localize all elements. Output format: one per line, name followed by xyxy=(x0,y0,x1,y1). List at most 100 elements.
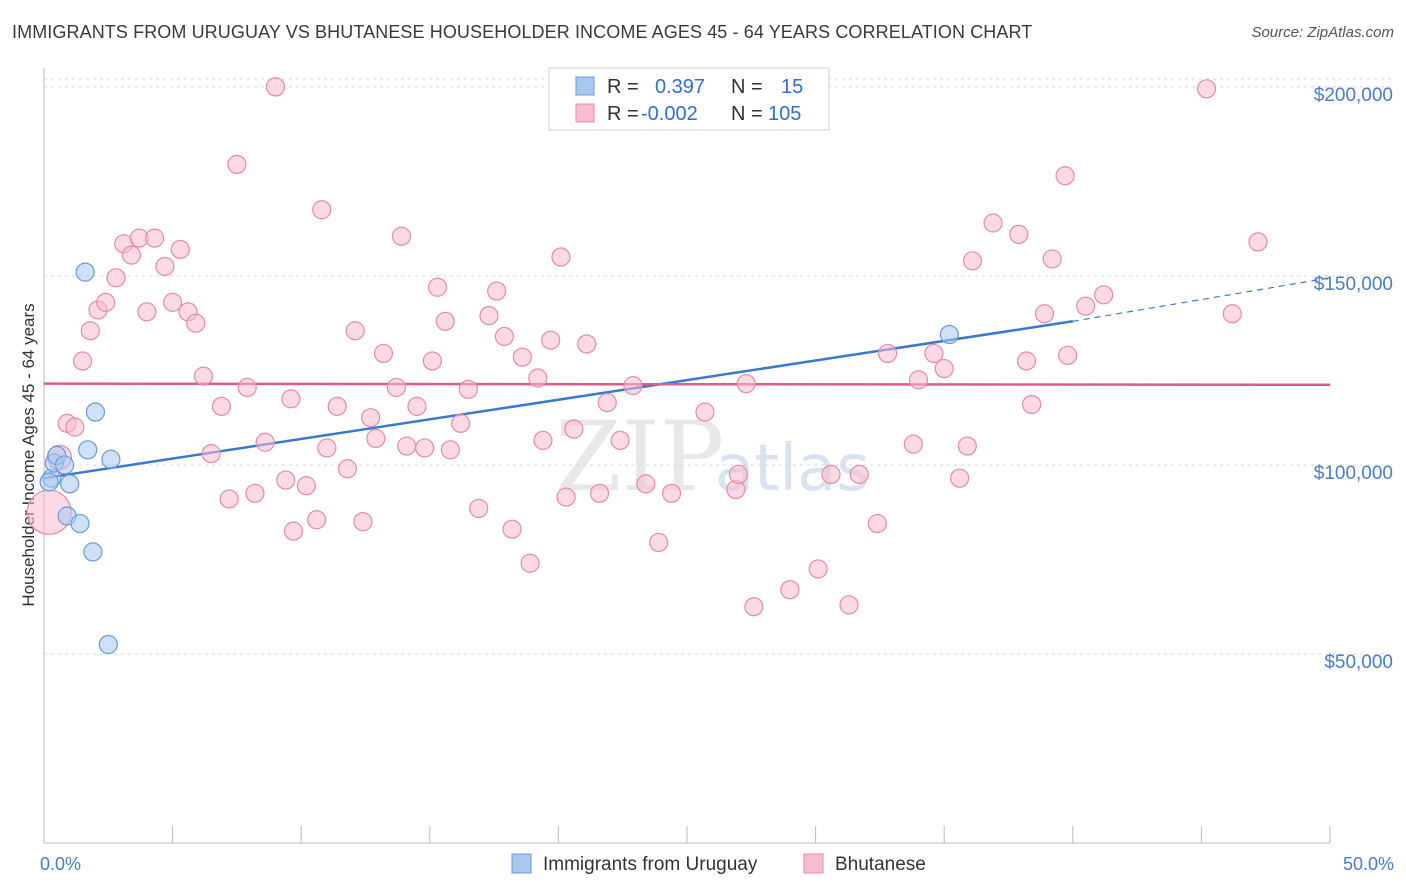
point-series-1-103 xyxy=(1196,79,1217,99)
point-series-1-88 xyxy=(924,343,944,364)
point-series-1-35 xyxy=(327,396,347,416)
point-series-1-34 xyxy=(317,438,337,458)
point-series-1-92 xyxy=(962,251,983,271)
point-series-1-52 xyxy=(458,379,478,399)
y-tick-label-2: $150,000 xyxy=(1314,274,1393,295)
point-series-1-27 xyxy=(265,77,286,97)
point-series-0-12 xyxy=(98,634,118,655)
legend-n-value-2: 105 xyxy=(768,103,801,125)
point-series-1-53 xyxy=(469,498,489,519)
point-series-1-10 xyxy=(121,245,142,265)
point-series-1-83 xyxy=(849,464,869,485)
bottom-legend-swatch-bhutanese xyxy=(803,853,824,874)
point-series-1-69 xyxy=(610,430,630,450)
y-tick-label-3: $200,000 xyxy=(1314,85,1393,106)
point-series-1-70 xyxy=(623,375,643,396)
point-series-0-6 xyxy=(70,513,90,534)
point-series-1-7 xyxy=(96,292,116,312)
point-series-1-84 xyxy=(867,513,887,534)
point-series-0-3 xyxy=(54,455,75,475)
legend-swatch-uruguay xyxy=(575,76,595,96)
point-series-1-58 xyxy=(512,347,532,367)
legend-n-label-2: N = xyxy=(731,103,763,125)
legend-r-value-2: -0.002 xyxy=(641,103,698,125)
bottom-legend-label-uruguay: Immigrants from Uruguay xyxy=(543,854,758,875)
point-series-0-9 xyxy=(85,402,106,422)
bottom-legend-swatch-uruguay xyxy=(511,853,532,874)
point-series-1-54 xyxy=(479,306,499,326)
point-series-1-63 xyxy=(551,247,571,267)
point-series-1-32 xyxy=(307,510,327,530)
point-series-1-101 xyxy=(1076,296,1096,316)
point-series-1-41 xyxy=(373,343,394,364)
point-series-1-14 xyxy=(155,256,175,277)
y-tick-labels: $50,000 $100,000 $150,000 $200,000 xyxy=(1314,85,1393,673)
point-series-0-13 xyxy=(939,324,959,345)
point-series-1-20 xyxy=(201,444,221,464)
point-series-1-82 xyxy=(839,595,859,615)
point-series-1-79 xyxy=(780,580,800,600)
point-series-1-39 xyxy=(361,408,381,428)
point-series-0-10 xyxy=(83,542,103,562)
point-series-1-96 xyxy=(1022,394,1042,415)
point-series-1-91 xyxy=(957,436,977,456)
source-label: Source: ZipAtlas.com xyxy=(1251,24,1394,41)
point-series-1-86 xyxy=(903,434,923,454)
point-series-1-104 xyxy=(1222,304,1242,324)
bottom-legend: Immigrants from Uruguay Bhutanese xyxy=(511,853,926,875)
chart-title: IMMIGRANTS FROM URUGUAY VS BHUTANESE HOU… xyxy=(12,22,1033,42)
point-series-1-105 xyxy=(1248,232,1268,252)
watermark-zip: ZIP xyxy=(555,401,724,513)
point-series-1-64 xyxy=(556,487,576,507)
point-series-1-51 xyxy=(451,413,471,433)
point-series-1-77 xyxy=(736,374,756,394)
point-series-1-57 xyxy=(502,519,522,539)
point-series-1-49 xyxy=(435,311,455,331)
point-series-1-36 xyxy=(337,459,358,479)
point-series-1-4 xyxy=(72,351,93,371)
point-series-1-42 xyxy=(386,377,406,398)
point-series-1-25 xyxy=(245,483,265,503)
point-series-0-4 xyxy=(60,474,80,494)
point-series-1-26 xyxy=(255,432,275,452)
point-series-1-46 xyxy=(415,438,435,458)
point-series-1-28 xyxy=(276,470,296,490)
point-series-1-85 xyxy=(878,343,898,364)
point-series-1-48 xyxy=(427,277,448,297)
point-series-1-3 xyxy=(65,417,85,437)
point-series-0-8 xyxy=(78,440,98,460)
legend-swatch-bhutanese xyxy=(575,103,595,123)
y-tick-label-0: $50,000 xyxy=(1324,652,1393,673)
point-series-1-95 xyxy=(1016,351,1037,371)
point-series-1-99 xyxy=(1055,166,1075,186)
point-series-0-14 xyxy=(39,472,59,492)
point-series-1-80 xyxy=(808,559,828,579)
point-series-1-97 xyxy=(1034,304,1055,324)
point-series-1-76 xyxy=(728,464,749,485)
y-tick-label-1: $100,000 xyxy=(1314,463,1393,484)
point-series-1-72 xyxy=(649,532,669,553)
point-series-1-94 xyxy=(1009,224,1029,244)
point-series-1-13 xyxy=(144,228,165,248)
point-series-1-66 xyxy=(577,334,597,354)
point-series-1-47 xyxy=(422,351,442,371)
point-series-1-81 xyxy=(821,464,841,485)
point-series-0-7 xyxy=(75,262,95,282)
point-series-1-93 xyxy=(983,213,1003,233)
point-series-1-102 xyxy=(1094,285,1114,305)
point-series-1-37 xyxy=(345,321,365,341)
y-axis-label-group: Householder Income Ages 45 - 64 years xyxy=(19,303,38,606)
legend-n-value-1: 15 xyxy=(781,76,803,98)
point-series-1-40 xyxy=(366,428,386,449)
point-series-1-15 xyxy=(163,292,183,312)
point-series-1-8 xyxy=(106,268,126,288)
point-series-1-19 xyxy=(193,366,214,386)
point-series-1-100 xyxy=(1058,345,1078,365)
x-tick-labels: 0.0% 50.0% xyxy=(40,854,1394,874)
point-series-1-90 xyxy=(950,468,970,488)
point-series-1-33 xyxy=(312,200,332,220)
axes xyxy=(43,68,1331,844)
point-series-1-31 xyxy=(296,476,316,496)
point-series-1-65 xyxy=(564,419,584,439)
trend-line-1 xyxy=(43,382,1331,387)
